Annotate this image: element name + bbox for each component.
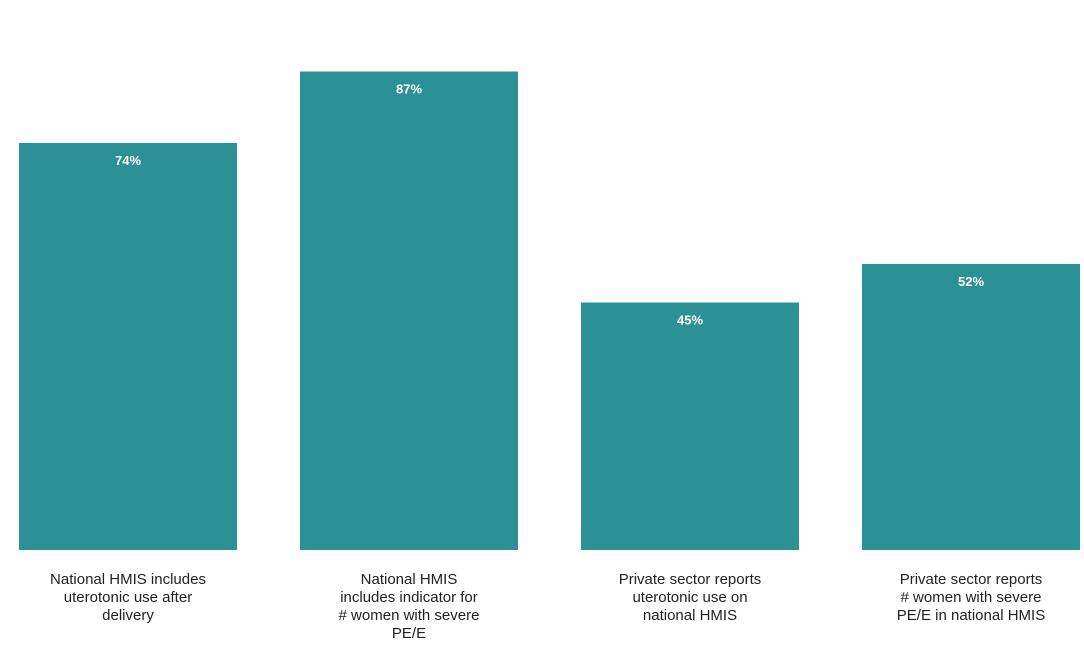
category-label-line: uterotonic use on <box>632 589 747 606</box>
category-label-line: Private sector reports <box>619 571 762 588</box>
bar-value-label-1: 74% <box>115 153 141 168</box>
category-label-line: # women with severe <box>339 607 480 624</box>
category-label-line: national HMIS <box>643 607 737 624</box>
category-label-line: National HMIS <box>361 571 458 588</box>
category-label-line: # women with severe <box>901 589 1042 606</box>
category-label-4: Private sector reports # women with sever… <box>897 571 1045 624</box>
category-label-line: delivery <box>102 607 154 624</box>
bar-value-label-2: 87% <box>396 82 422 97</box>
bar-3 <box>581 302 799 550</box>
value-labels-layer: 74% 87% 45% 52% <box>115 82 984 328</box>
bar-4 <box>862 264 1080 550</box>
category-label-line: uterotonic use after <box>64 589 192 606</box>
bar-value-label-3: 45% <box>677 313 703 328</box>
category-label-2: National HMIS includes indicator for # wom… <box>339 571 480 642</box>
bar-2 <box>300 71 518 550</box>
bar-1 <box>19 143 237 550</box>
category-label-1: National HMIS includes uterotonic use aft… <box>50 571 206 624</box>
category-label-line: PE/E <box>392 625 426 642</box>
category-label-line: PE/E in national HMIS <box>897 607 1045 624</box>
bar-value-label-4: 52% <box>958 274 984 289</box>
category-label-line: National HMIS includes <box>50 571 206 588</box>
bars-layer <box>19 71 1080 550</box>
category-label-line: Private sector reports <box>900 571 1043 588</box>
category-label-line: includes indicator for <box>340 589 478 606</box>
category-label-3: Private sector reports uterotonic use on n… <box>619 571 762 624</box>
category-labels-layer: National HMIS includes uterotonic use aft… <box>50 571 1045 642</box>
